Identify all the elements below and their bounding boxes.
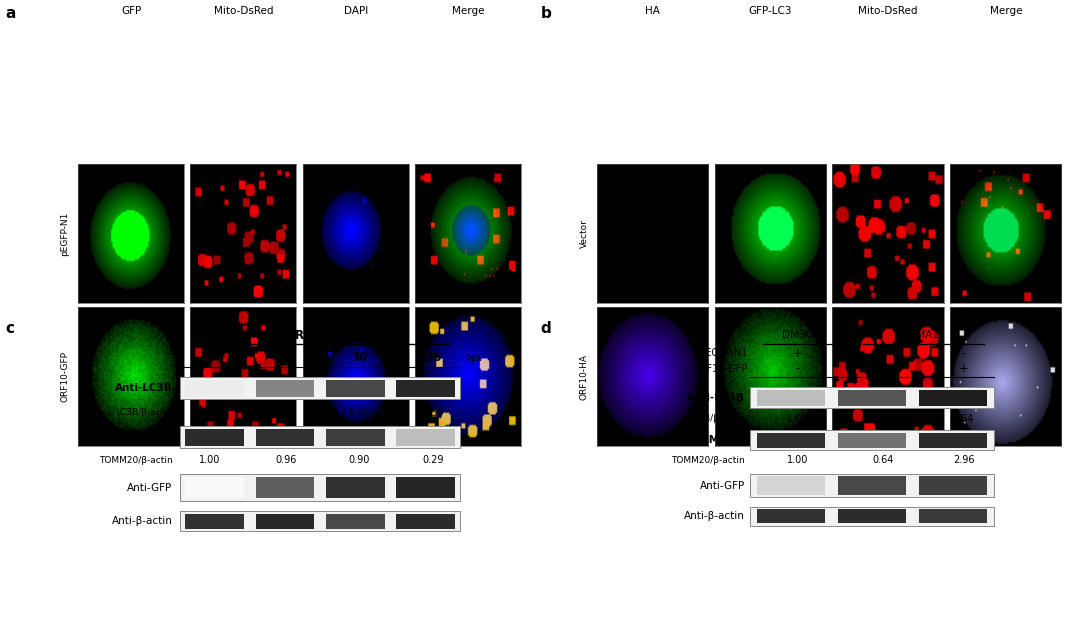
Text: 30: 30 [351,352,367,364]
Bar [325,429,384,446]
Text: Anti-LC3B: Anti-LC3B [114,384,172,394]
Text: Anti-TOMM20: Anti-TOMM20 [94,432,172,442]
Text: pEGFP-N1: pEGFP-N1 [700,349,748,358]
Text: Mito-DsRed: Mito-DsRed [214,6,273,16]
Text: Anti-LC3B: Anti-LC3B [687,392,745,403]
Text: 24: 24 [277,352,294,364]
Bar [325,477,384,498]
Bar [256,429,315,446]
Text: Anti-TOMM20: Anti-TOMM20 [667,436,745,445]
Text: 0.29: 0.29 [423,455,444,465]
Text: ORF10-HA: ORF10-HA [580,354,589,400]
Text: -: - [962,347,966,360]
Text: +: + [878,362,888,375]
Bar [919,509,988,523]
Text: 5.56: 5.56 [349,408,370,418]
Text: Merge: Merge [990,6,1022,16]
Bar [919,433,988,448]
Bar [838,433,906,448]
Text: 3.64: 3.64 [275,408,296,418]
Bar [756,389,825,406]
Text: 0: 0 [205,352,213,364]
Bar [185,477,244,498]
Text: +: + [959,362,968,375]
Text: a: a [5,6,16,22]
Bar [185,380,244,397]
Bar [750,431,994,450]
Text: 2.54: 2.54 [872,414,895,424]
Bar [756,476,825,495]
Text: GFP-LC3: GFP-LC3 [749,6,792,16]
Text: 4.64: 4.64 [953,414,975,424]
Text: Anti-GFP: Anti-GFP [127,483,172,493]
Bar [180,378,460,399]
Text: TOMM20/β-actin: TOMM20/β-actin [98,456,172,465]
Text: -: - [796,362,800,375]
Bar [396,514,455,529]
Bar [838,476,906,495]
Text: LC3B/β-actin: LC3B/β-actin [687,415,745,424]
Text: Merge: Merge [452,6,485,16]
Text: 0.90: 0.90 [349,455,370,465]
Text: 2.96: 2.96 [953,455,975,465]
Bar [919,389,988,406]
Text: 6.59: 6.59 [423,408,444,418]
Bar [396,477,455,498]
Text: d: d [540,321,551,336]
Bar [180,426,460,448]
Bar [185,429,244,446]
Bar [756,433,825,448]
Text: GFP: GFP [121,6,141,16]
Bar [750,474,994,497]
Bar [185,514,244,529]
Text: LC3B/β-actin: LC3B/β-actin [114,408,172,417]
Bar [838,509,906,523]
Text: 1.00: 1.00 [199,455,220,465]
Text: +: + [793,347,802,360]
Text: 1.00: 1.00 [788,414,809,424]
Text: 36: 36 [425,352,442,364]
Text: Vector: Vector [580,219,589,248]
Bar [325,514,384,529]
Text: hpt: hpt [465,353,482,363]
Text: 0.64: 0.64 [873,455,893,465]
Bar [256,477,315,498]
Text: 1.00: 1.00 [199,408,220,418]
Bar [756,509,825,523]
Text: 0.96: 0.96 [275,455,296,465]
Text: Anti-β-actin: Anti-β-actin [111,516,172,526]
Text: Anti-GFP: Anti-GFP [700,481,745,490]
Bar [256,380,315,397]
Text: HA: HA [645,6,660,16]
Text: c: c [5,321,14,336]
Bar [750,507,994,525]
Text: DAPI: DAPI [343,6,368,16]
Text: Mito-DsRed: Mito-DsRed [858,6,918,16]
Text: DMSO: DMSO [782,330,813,340]
Bar [180,474,460,501]
Bar [838,389,906,406]
Bar [180,511,460,531]
Text: ORF10-GFP: ORF10-GFP [61,351,70,403]
Text: Anti-β-actin: Anti-β-actin [684,511,745,521]
Bar [919,476,988,495]
Bar [325,380,384,397]
Text: b: b [540,6,551,22]
Text: -: - [881,347,886,360]
Bar [750,387,994,408]
Bar [256,514,315,529]
Text: pEGFP-N1: pEGFP-N1 [61,212,70,256]
Text: ORF10-GFP: ORF10-GFP [286,329,360,342]
Bar [396,429,455,446]
Text: BafA1: BafA1 [908,330,939,340]
Text: ORF10-GFP: ORF10-GFP [692,364,748,373]
Text: TOMM20/β-actin: TOMM20/β-actin [671,456,745,465]
Bar [396,380,455,397]
Text: 1.00: 1.00 [788,455,809,465]
